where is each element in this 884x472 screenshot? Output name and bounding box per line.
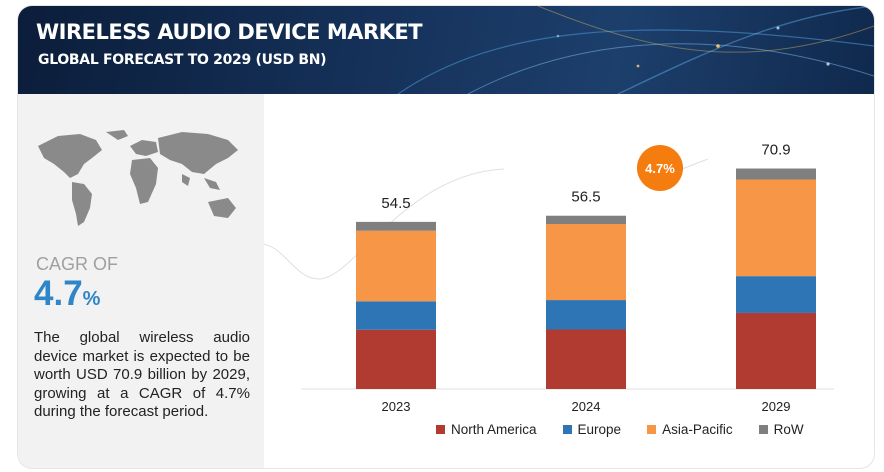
bar-segment-asia-pacific-2029 xyxy=(736,179,816,277)
market-description: The global wireless audio device market … xyxy=(34,329,250,421)
legend-label: Asia-Pacific xyxy=(662,422,733,437)
cagr-value: 4.7 xyxy=(34,274,83,313)
header-banner: WIRELESS AUDIO DEVICE MARKET GLOBAL FORE… xyxy=(18,6,874,94)
page-subtitle: GLOBAL FORECAST TO 2029 (USD BN) xyxy=(38,52,327,68)
legend-label: Europe xyxy=(577,422,622,437)
growth-badge: 4.7% xyxy=(637,145,709,191)
bar-segment-asia-pacific-2024 xyxy=(546,224,626,301)
bar-segment-north-america-2024 xyxy=(546,329,626,389)
bar-segment-row-2029 xyxy=(736,168,816,180)
legend-swatch xyxy=(562,425,572,434)
stacked-bar-chart: 54.5 2023 56.5 2024 70.9 2029 4.7% xyxy=(264,142,834,414)
legend-item: Europe xyxy=(562,422,622,437)
legend-swatch xyxy=(647,425,657,434)
legend-swatch xyxy=(758,425,768,434)
legend-item: North America xyxy=(436,422,537,437)
decorative-curve xyxy=(264,168,505,280)
growth-badge-label: 4.7% xyxy=(645,161,675,176)
x-tick-label: 2024 xyxy=(572,399,601,414)
bar-total-label: 56.5 xyxy=(571,189,600,206)
x-tick-label: 2023 xyxy=(382,399,411,414)
summary-panel: CAGR OF 4.7% The global wireless audio d… xyxy=(18,94,264,468)
chart-legend: North America Europe Asia-Pacific RoW xyxy=(436,422,804,437)
cagr-label: CAGR OF xyxy=(36,254,119,274)
legend-swatch xyxy=(436,425,445,434)
bar-segment-asia-pacific-2023 xyxy=(356,230,436,302)
bar-total-label: 54.5 xyxy=(381,195,410,212)
legend-item: Asia-Pacific xyxy=(647,422,733,437)
bar-segment-europe-2029 xyxy=(736,276,816,313)
legend-item: RoW xyxy=(758,422,804,437)
bar-segment-row-2023 xyxy=(356,221,436,231)
page-title: WIRELESS AUDIO DEVICE MARKET xyxy=(36,20,423,44)
bar-segment-europe-2024 xyxy=(546,300,626,330)
bar-segment-europe-2023 xyxy=(356,301,436,330)
bar-total-label: 70.9 xyxy=(761,142,790,159)
bar-segment-row-2024 xyxy=(546,215,626,225)
bars-group: 54.5 2023 56.5 2024 70.9 2029 xyxy=(356,142,816,414)
infographic-frame: WIRELESS AUDIO DEVICE MARKET GLOBAL FORE… xyxy=(18,6,874,468)
banner-light-streaks xyxy=(397,6,874,94)
growth-badge-circle xyxy=(637,145,683,191)
x-tick-label: 2029 xyxy=(762,399,791,414)
world-map-icon xyxy=(38,130,238,226)
bar-segment-north-america-2029 xyxy=(736,312,816,389)
legend-label: RoW xyxy=(773,422,804,437)
cagr-value-row: 4.7% xyxy=(34,274,100,314)
legend-label: North America xyxy=(451,422,537,437)
cagr-percent-sign: % xyxy=(82,288,101,310)
bar-segment-north-america-2023 xyxy=(356,329,436,389)
